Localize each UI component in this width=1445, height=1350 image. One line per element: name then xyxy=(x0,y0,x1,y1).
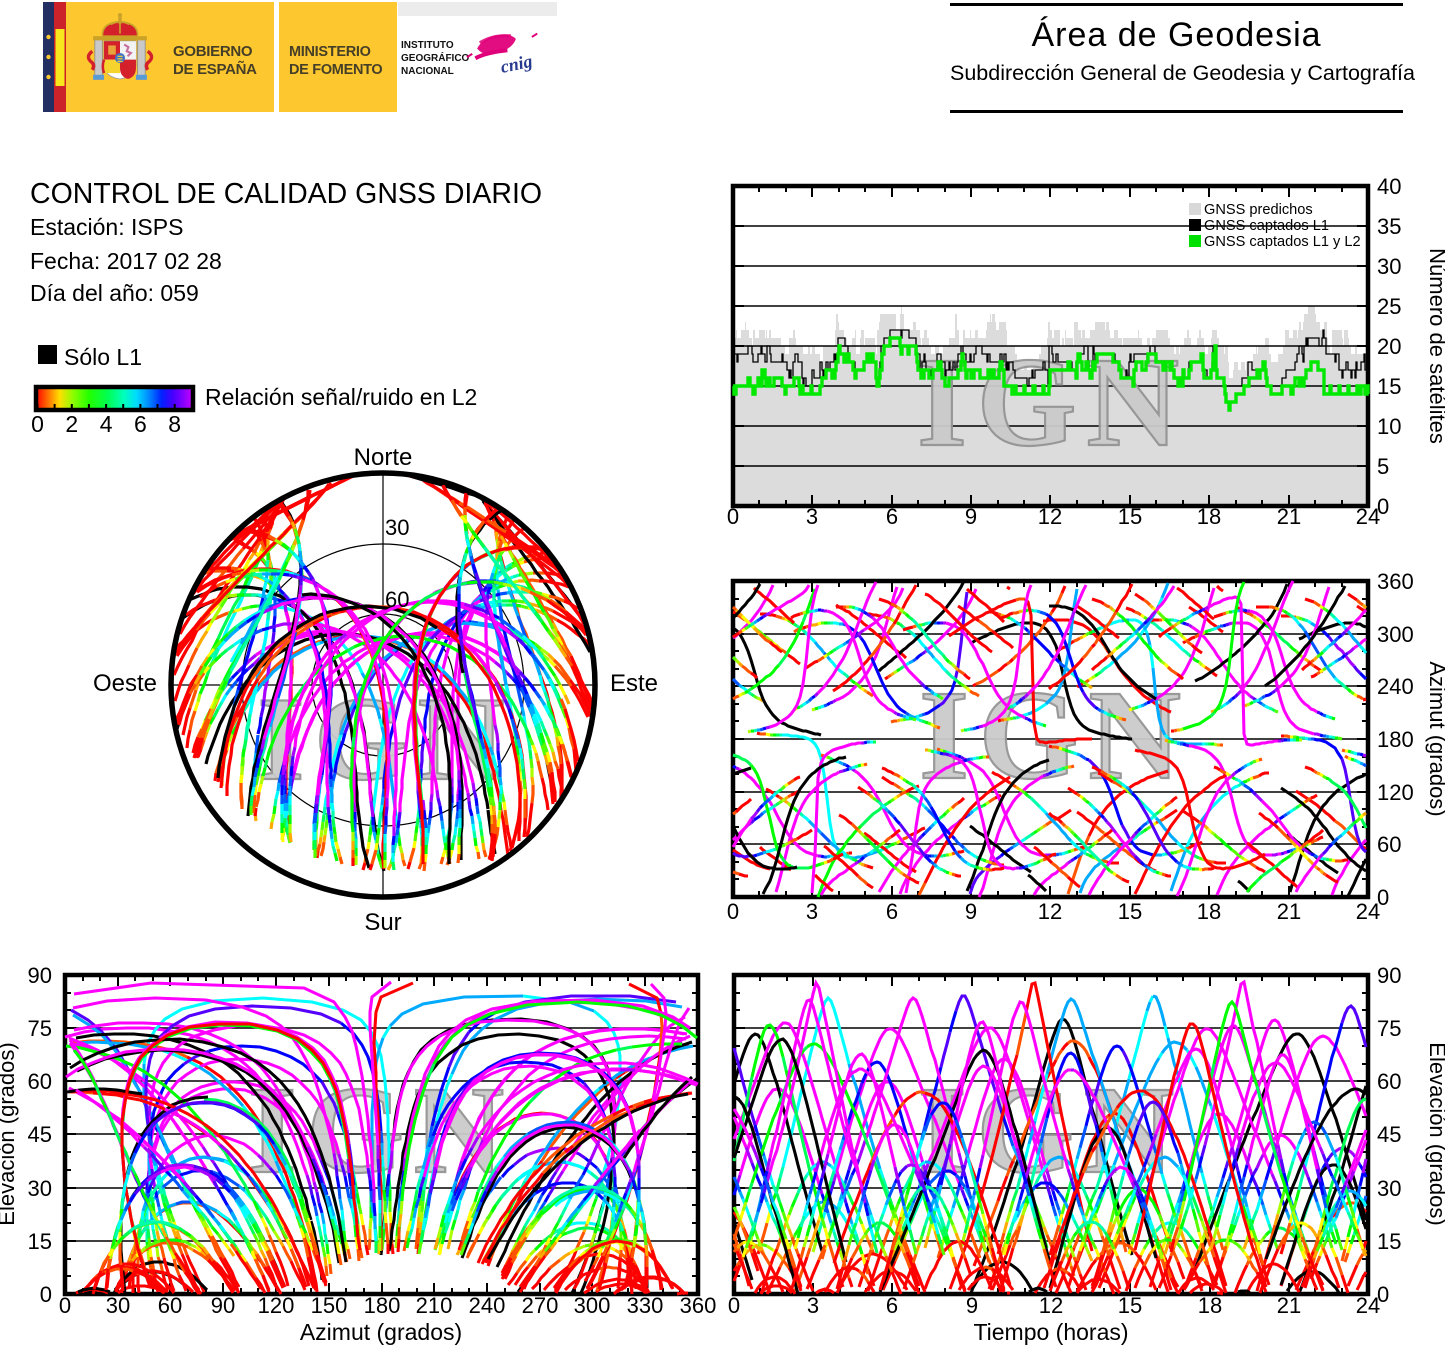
svg-text:30: 30 xyxy=(385,515,409,540)
svg-text:0: 0 xyxy=(31,411,44,437)
svg-text:6: 6 xyxy=(134,411,147,437)
svg-text:0: 0 xyxy=(728,1293,740,1318)
svg-text:Elevación (grados): Elevación (grados) xyxy=(0,1042,19,1225)
svg-text:3: 3 xyxy=(806,899,818,924)
svg-text:15: 15 xyxy=(28,1229,52,1254)
svg-text:3: 3 xyxy=(807,1293,819,1318)
svg-text:GNSS captados L1 y L2: GNSS captados L1 y L2 xyxy=(1204,234,1361,250)
svg-text:90: 90 xyxy=(28,963,52,988)
svg-text:INSTITUTO: INSTITUTO xyxy=(401,40,454,51)
svg-text:75: 75 xyxy=(1377,1016,1401,1041)
svg-text:75: 75 xyxy=(28,1016,52,1041)
svg-text:6: 6 xyxy=(886,504,898,529)
svg-text:150: 150 xyxy=(311,1293,348,1318)
svg-text:0: 0 xyxy=(1377,885,1389,910)
svg-text:Elevación (grados): Elevación (grados) xyxy=(1425,1042,1445,1225)
svg-text:6: 6 xyxy=(886,1293,898,1318)
svg-text:240: 240 xyxy=(1377,674,1414,699)
svg-text:360: 360 xyxy=(1377,569,1414,594)
svg-text:21: 21 xyxy=(1277,504,1301,529)
svg-text:60: 60 xyxy=(28,1069,52,1094)
svg-text:2: 2 xyxy=(65,411,78,437)
svg-text:300: 300 xyxy=(1377,622,1414,647)
svg-text:45: 45 xyxy=(1377,1122,1401,1147)
svg-text:4: 4 xyxy=(100,411,113,437)
svg-text:30: 30 xyxy=(1377,1176,1401,1201)
svg-text:GNSS predichos: GNSS predichos xyxy=(1204,202,1313,218)
svg-text:0: 0 xyxy=(1377,1282,1389,1307)
svg-text:8: 8 xyxy=(168,411,181,437)
svg-text:25: 25 xyxy=(1377,294,1401,319)
svg-text:3: 3 xyxy=(806,504,818,529)
svg-text:20: 20 xyxy=(1377,334,1401,359)
svg-text:15: 15 xyxy=(1377,1229,1401,1254)
svg-text:10: 10 xyxy=(1377,414,1401,439)
svg-text:60: 60 xyxy=(158,1293,182,1318)
svg-text:35: 35 xyxy=(1377,214,1401,239)
svg-text:180: 180 xyxy=(1377,727,1414,752)
svg-text:Tiempo (horas): Tiempo (horas) xyxy=(973,1319,1128,1345)
svg-text:Norte: Norte xyxy=(354,444,413,471)
svg-text:DE ESPAÑA: DE ESPAÑA xyxy=(173,60,257,78)
svg-text:30: 30 xyxy=(106,1293,130,1318)
svg-text:330: 330 xyxy=(627,1293,664,1318)
svg-text:12: 12 xyxy=(1039,1293,1063,1318)
svg-text:30: 30 xyxy=(1377,254,1401,279)
svg-text:9: 9 xyxy=(965,504,977,529)
svg-text:6: 6 xyxy=(886,899,898,924)
svg-text:120: 120 xyxy=(258,1293,295,1318)
svg-text:0: 0 xyxy=(727,504,739,529)
svg-text:120: 120 xyxy=(1377,780,1414,805)
svg-text:GEOGRÁFICO: GEOGRÁFICO xyxy=(401,51,470,64)
svg-text:90: 90 xyxy=(211,1293,235,1318)
svg-text:180: 180 xyxy=(364,1293,401,1318)
svg-text:NACIONAL: NACIONAL xyxy=(401,66,454,77)
svg-text:12: 12 xyxy=(1038,899,1062,924)
svg-text:21: 21 xyxy=(1277,1293,1301,1318)
svg-text:9: 9 xyxy=(965,899,977,924)
svg-text:5: 5 xyxy=(1377,454,1389,479)
svg-text:60: 60 xyxy=(1377,832,1401,857)
svg-text:30: 30 xyxy=(28,1176,52,1201)
svg-text:15: 15 xyxy=(1118,504,1142,529)
svg-text:Número de satélites: Número de satélites xyxy=(1425,248,1445,444)
svg-text:60: 60 xyxy=(1377,1069,1401,1094)
svg-text:0: 0 xyxy=(1377,494,1389,519)
svg-text:270: 270 xyxy=(522,1293,559,1318)
svg-text:45: 45 xyxy=(28,1122,52,1147)
svg-text:15: 15 xyxy=(1377,374,1401,399)
svg-text:18: 18 xyxy=(1197,899,1221,924)
svg-text:24: 24 xyxy=(1356,899,1380,924)
svg-text:GNSS captados L1: GNSS captados L1 xyxy=(1204,218,1329,234)
svg-text:15: 15 xyxy=(1118,899,1142,924)
svg-text:12: 12 xyxy=(1038,504,1062,529)
svg-text:0: 0 xyxy=(59,1293,71,1318)
svg-text:9: 9 xyxy=(966,1293,978,1318)
svg-text:240: 240 xyxy=(469,1293,506,1318)
svg-text:GOBIERNO: GOBIERNO xyxy=(173,43,253,60)
svg-text:90: 90 xyxy=(1377,963,1401,988)
svg-text:Relación señal/ruido en L2: Relación señal/ruido en L2 xyxy=(205,384,477,410)
svg-text:300: 300 xyxy=(574,1293,611,1318)
svg-text:Oeste: Oeste xyxy=(93,670,157,697)
svg-text:60: 60 xyxy=(385,587,409,612)
svg-text:18: 18 xyxy=(1198,1293,1222,1318)
svg-text:Azimut (grados): Azimut (grados) xyxy=(1425,661,1445,816)
svg-text:24: 24 xyxy=(1356,504,1380,529)
svg-text:40: 40 xyxy=(1377,174,1401,199)
svg-text:MINISTERIO: MINISTERIO xyxy=(289,44,371,60)
svg-text:Sur: Sur xyxy=(364,909,401,936)
svg-text:24: 24 xyxy=(1356,1293,1380,1318)
svg-text:15: 15 xyxy=(1118,1293,1142,1318)
svg-text:0: 0 xyxy=(727,899,739,924)
svg-text:21: 21 xyxy=(1277,899,1301,924)
svg-text:360: 360 xyxy=(680,1293,717,1318)
svg-text:18: 18 xyxy=(1197,504,1221,529)
svg-text:210: 210 xyxy=(416,1293,453,1318)
svg-text:Azimut (grados): Azimut (grados) xyxy=(300,1319,462,1345)
svg-text:DE FOMENTO: DE FOMENTO xyxy=(289,62,382,78)
svg-text:Este: Este xyxy=(610,670,658,697)
svg-text:0: 0 xyxy=(40,1282,52,1307)
